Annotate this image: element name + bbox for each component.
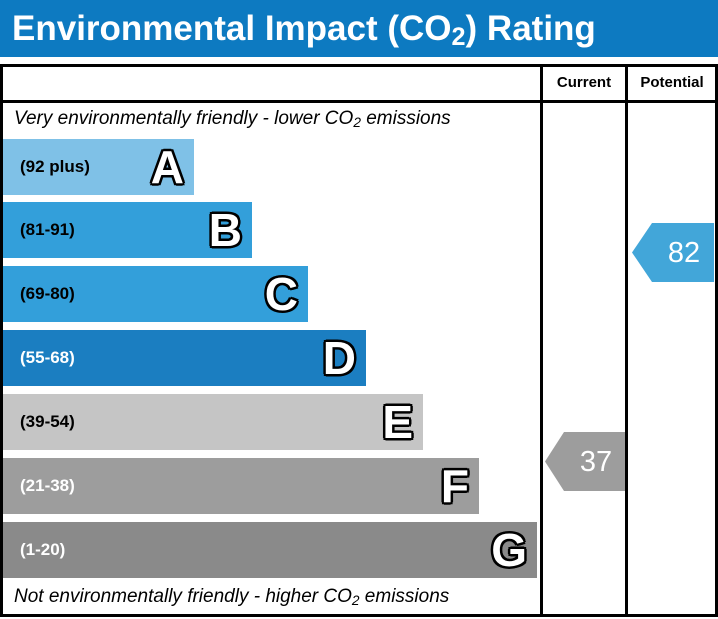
potential-column-divider — [625, 64, 628, 617]
title-bar: Environmental Impact (CO2) Rating — [0, 0, 718, 57]
page-title-text-end: ) Rating — [465, 9, 596, 48]
band-letter: A — [150, 141, 184, 193]
current-rating-arrow: 37 — [545, 432, 625, 491]
current-column-divider — [540, 64, 543, 617]
current-arrow-shape — [545, 432, 625, 491]
band-range-label: (92 plus) — [20, 157, 90, 176]
band-bar-b: (81-91) B — [3, 202, 252, 258]
column-header-potential: Potential — [640, 74, 704, 91]
band-letter: D — [322, 332, 356, 384]
band-range-label: (21-38) — [20, 476, 75, 495]
page-title-subscript: 2 — [451, 23, 466, 52]
band-bar-d: (55-68) D — [3, 330, 366, 386]
bottom-scale-label-text: Not environmentally friendly - higher CO — [14, 586, 352, 607]
band-row-e: (39-54) E — [3, 394, 423, 450]
bottom-scale-label-text-end: emissions — [359, 586, 450, 607]
top-scale-label-text-end: emissions — [360, 108, 451, 129]
band-letter: G — [491, 524, 527, 576]
band-letter: F — [440, 460, 469, 512]
band-letter: E — [382, 396, 413, 448]
potential-rating-value: 82 — [668, 237, 700, 269]
column-header-current: Current — [556, 74, 612, 91]
band-bar-g: (1-20) G — [3, 522, 537, 578]
potential-arrow-shape — [632, 223, 714, 282]
band-row-c: (69-80) C — [3, 266, 308, 322]
band-range-label: (69-80) — [20, 284, 75, 303]
band-range-label: (55-68) — [20, 348, 75, 367]
bottom-scale-label-subscript: 2 — [351, 593, 360, 608]
bottom-scale-label: Not environmentally friendly - higher CO… — [14, 586, 449, 608]
band-row-g: (1-20) G — [3, 522, 537, 578]
band-bar-c: (69-80) C — [3, 266, 308, 322]
potential-rating-arrow: 82 — [632, 223, 714, 282]
band-bar-a: (92 plus) A — [3, 139, 194, 195]
band-letter: C — [264, 268, 298, 320]
current-rating-value: 37 — [580, 446, 612, 478]
band-row-b: (81-91) B — [3, 202, 252, 258]
band-bar-e: (39-54) E — [3, 394, 423, 450]
top-scale-label-subscript: 2 — [353, 115, 361, 130]
band-range-label: (1-20) — [20, 540, 66, 559]
top-scale-label-text: Very environmentally friendly - lower CO — [14, 108, 354, 129]
header-separator-line — [0, 100, 718, 103]
page-title: Environmental Impact (CO2) Rating — [12, 0, 596, 61]
band-row-a: (92 plus) A — [3, 139, 194, 195]
band-row-d: (55-68) D — [3, 330, 366, 386]
band-row-f: (21-38) F — [3, 458, 479, 514]
band-range-label: (39-54) — [20, 412, 75, 431]
band-bar-f: (21-38) F — [3, 458, 479, 514]
band-range-label: (81-91) — [20, 220, 75, 239]
page-title-text: Environmental Impact (CO — [12, 9, 452, 48]
top-scale-label: Very environmentally friendly - lower CO… — [14, 108, 451, 130]
band-letter: B — [208, 204, 242, 256]
